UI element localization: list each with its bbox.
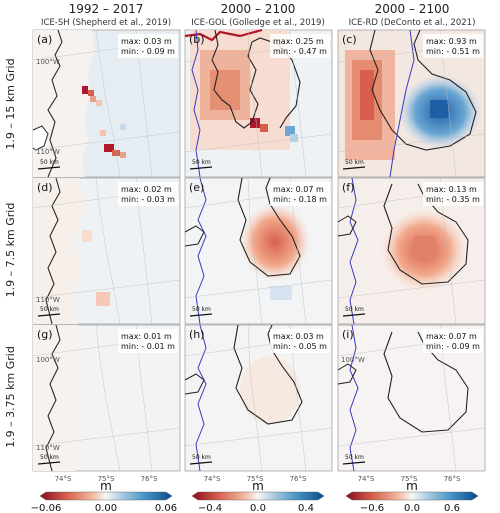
colorbar-2-tick-min: −0.4 [198, 503, 222, 513]
colorbar-2: m −0.4 0.0 0.4 [191, 479, 325, 513]
colorbar-3-unit: m [406, 479, 418, 493]
row-title-3: 1.9 – 3.75 km Grid [4, 346, 17, 448]
panel-e-min: min: - 0.18 m [273, 195, 327, 204]
colorbar-2-tick-mid: 0.0 [250, 503, 266, 513]
row-title-1: 1.9 – 15 km Grid [4, 58, 17, 149]
panel-f-label: (f) [342, 181, 354, 194]
lat-label-76s: 76°S [290, 475, 307, 483]
lat-label-75s: 75°S [247, 475, 264, 483]
panel-b-min: min: - 0.47 m [273, 47, 327, 56]
panel-f-max: max: 0.13 m [426, 185, 477, 194]
column-subtitle-3: ICE-RD (DeConto et al., 2021) [349, 18, 476, 28]
panel-c: (c) max: 0.93 m min: - 0.51 m 50 km [337, 29, 486, 178]
panel-d-max: max: 0.02 m [121, 185, 172, 194]
colorbar-1-tick-mid: 0.00 [95, 503, 117, 513]
scale-bar-label: 50 km [345, 454, 364, 461]
panel-i-min: min: - 0.09 m [426, 342, 480, 351]
panel-c-label: (c) [342, 33, 357, 46]
colorbar-2-unit: m [252, 479, 264, 493]
scale-bar-label: 50 km [192, 306, 211, 313]
panel-b: (b) max: 0.25 m min: - 0.47 m 50 km [184, 28, 333, 178]
scale-bar-label: 50 km [40, 159, 59, 166]
colorbar-3-tick-min: −0.6 [360, 503, 384, 513]
colorbar-3-tick-mid: 0.0 [404, 503, 420, 513]
scale-bar-label: 50 km [192, 454, 211, 461]
colorbar-3-tick-max: 0.6 [444, 503, 460, 513]
panel-h-min: min: - 0.05 m [273, 342, 327, 351]
panel-h: (h) max: 0.03 m min: - 0.05 m 50 km [184, 324, 333, 472]
colorbar-1-tick-max: 0.06 [155, 503, 177, 513]
panel-h-label: (h) [189, 328, 205, 341]
panel-g-label: (g) [37, 328, 53, 341]
panel-f: (f) max: 0.13 m min: - 0.35 m 50 km [337, 177, 486, 325]
lat-labels-col3: 74°S 75°S 76°S [358, 475, 461, 483]
panel-i-max: max: 0.07 m [426, 332, 477, 341]
panel-a-label: (a) [37, 33, 52, 46]
scale-bar-label: 50 km [345, 159, 364, 166]
panel-g-max: max: 0.01 m [121, 332, 172, 341]
panel-d: (d) max: 0.02 m min: - 0.03 m 110°W 50 k… [32, 177, 181, 325]
panel-c-max: max: 0.93 m [426, 37, 477, 46]
lat-label-75s: 75°S [98, 475, 115, 483]
panel-d-label: (d) [37, 181, 53, 194]
panel-c-min: min: - 0.51 m [426, 47, 480, 56]
scale-bar-label: 50 km [192, 159, 211, 166]
lat-labels-col1: 74°S 75°S 76°S [55, 475, 158, 483]
lat-label-75s: 75°S [401, 475, 418, 483]
lat-label-76s: 76°S [141, 475, 158, 483]
panel-g-min: min: - 0.01 m [121, 342, 175, 351]
panel-e-max: max: 0.07 m [273, 185, 324, 194]
panel-f-min: min: - 0.35 m [426, 195, 480, 204]
lon-label-100w: 100°W [341, 356, 365, 364]
column-title-1: 1992 – 2017 [69, 2, 144, 16]
scale-bar-label: 50 km [345, 306, 364, 313]
lon-label-110w: 110°W [36, 444, 60, 452]
scale-bar-label: 50 km [40, 454, 59, 461]
panel-a: (a) max: 0.03 m min: - 0.09 m 100°W 110°… [32, 29, 181, 178]
panel-b-max: max: 0.25 m [273, 37, 324, 46]
lat-label-74s: 74°S [55, 475, 72, 483]
lat-label-74s: 74°S [358, 475, 375, 483]
row-title-2: 1.9 – 7.5 km Grid [4, 203, 17, 298]
panel-e-label: (e) [189, 181, 204, 194]
colorbar-1-unit: m [100, 479, 112, 493]
panel-i: (i) max: 0.07 m min: - 0.09 m 100°W 50 k… [337, 324, 486, 472]
scale-bar-label: 50 km [40, 306, 59, 313]
column-title-2: 2000 – 2100 [221, 2, 296, 16]
lat-label-76s: 76°S [444, 475, 461, 483]
lon-label-110w: 110°W [36, 296, 60, 304]
colorbar-1-tick-min: −0.06 [31, 503, 62, 513]
panel-a-min: min: - 0.09 m [121, 47, 175, 56]
colorbar-2-tick-max: 0.4 [298, 503, 314, 513]
lon-label-100w: 100°W [36, 356, 60, 364]
column-subtitle-2: ICE-GOL (Golledge et al., 2019) [191, 18, 325, 28]
panel-d-min: min: - 0.03 m [121, 195, 175, 204]
panel-a-max: max: 0.03 m [121, 37, 172, 46]
lat-label-74s: 74°S [204, 475, 221, 483]
panel-i-label: (i) [342, 328, 354, 341]
column-subtitle-1: ICE-SH (Shepherd et al., 2019) [41, 18, 171, 28]
panel-h-max: max: 0.03 m [273, 332, 324, 341]
colorbar-1: m −0.06 0.00 0.06 [31, 479, 177, 513]
colorbar-3: m −0.6 0.0 0.6 [345, 479, 479, 513]
panel-g: (g) max: 0.01 m min: - 0.01 m 100°W 110°… [32, 324, 181, 472]
lat-labels-col2: 74°S 75°S 76°S [204, 475, 307, 483]
panel-e: (e) max: 0.07 m min: - 0.18 m 50 km [184, 177, 333, 325]
column-title-3: 2000 – 2100 [375, 2, 450, 16]
lon-label-100w: 100°W [36, 58, 60, 66]
lon-label-110w: 110°W [36, 148, 60, 156]
panel-b-label: (b) [189, 33, 205, 46]
